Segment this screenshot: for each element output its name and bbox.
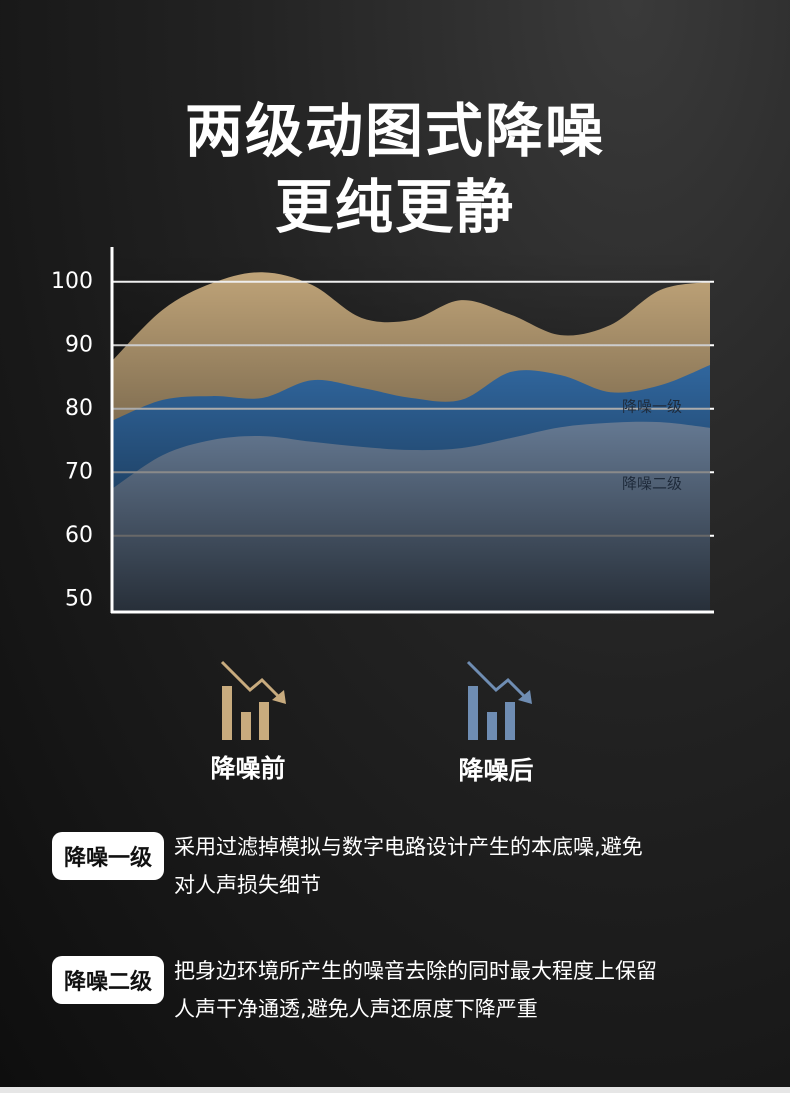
icon-bar [487, 712, 497, 740]
y-tick-label: 50 [65, 586, 93, 611]
area-label: 降噪二级 [622, 475, 682, 493]
note-line: 把身边环境所产生的噪音去除的同时最大程度上保留 [174, 959, 658, 983]
icon-bar [222, 686, 232, 740]
legend-icon [220, 660, 286, 740]
note-tag: 降噪一级 [52, 832, 165, 880]
icon-bar [468, 686, 478, 740]
note-text: 把身边环境所产生的噪音去除的同时最大程度上保留 人声干净通透,避免人声还原度下降… [174, 952, 657, 1028]
icon-bar [259, 702, 269, 740]
note-tag: 降噪二级 [52, 956, 165, 1004]
legend-label: 降噪后 [458, 756, 533, 785]
y-tick-label: 70 [65, 459, 93, 484]
note-line: 对人声损失细节 [174, 873, 322, 897]
icon-arrowhead [518, 690, 532, 704]
area-label: 降噪一级 [622, 398, 682, 416]
note-line: 人声干净通透,避免人声还原度下降严重 [174, 997, 538, 1021]
subtitle: 更纯更静 [274, 173, 515, 241]
y-tick-label: 60 [65, 523, 93, 548]
y-tick-label: 90 [65, 332, 93, 357]
note: 降噪一级 采用过滤掉模拟与数字电路设计产生的本底噪,避免 对人声损失细节 [52, 832, 643, 904]
note: 降噪二级 把身边环境所产生的噪音去除的同时最大程度上保留 人声干净通透,避免人声… [52, 956, 657, 1028]
y-tick-label: 100 [51, 269, 93, 294]
bottom-strip [0, 1087, 790, 1093]
shade [113, 250, 710, 612]
note-line: 采用过滤掉模拟与数字电路设计产生的本底噪,避免 [174, 835, 643, 859]
legend-icon [466, 660, 532, 740]
chart: 降噪一级 降噪二级 降噪前 降噪后 50 60 70 80 90 100 [51, 250, 710, 785]
icon-bar [505, 702, 515, 740]
note-text: 采用过滤掉模拟与数字电路设计产生的本底噪,避免 对人声损失细节 [174, 828, 643, 904]
legend-label: 降噪前 [210, 754, 285, 783]
icon-bar [241, 712, 251, 740]
icon-arrow [466, 660, 530, 702]
title: 两级动图式降噪 [184, 97, 605, 165]
y-tick-label: 80 [65, 396, 93, 421]
icon-arrowhead [272, 690, 286, 704]
icon-arrow [220, 660, 284, 702]
